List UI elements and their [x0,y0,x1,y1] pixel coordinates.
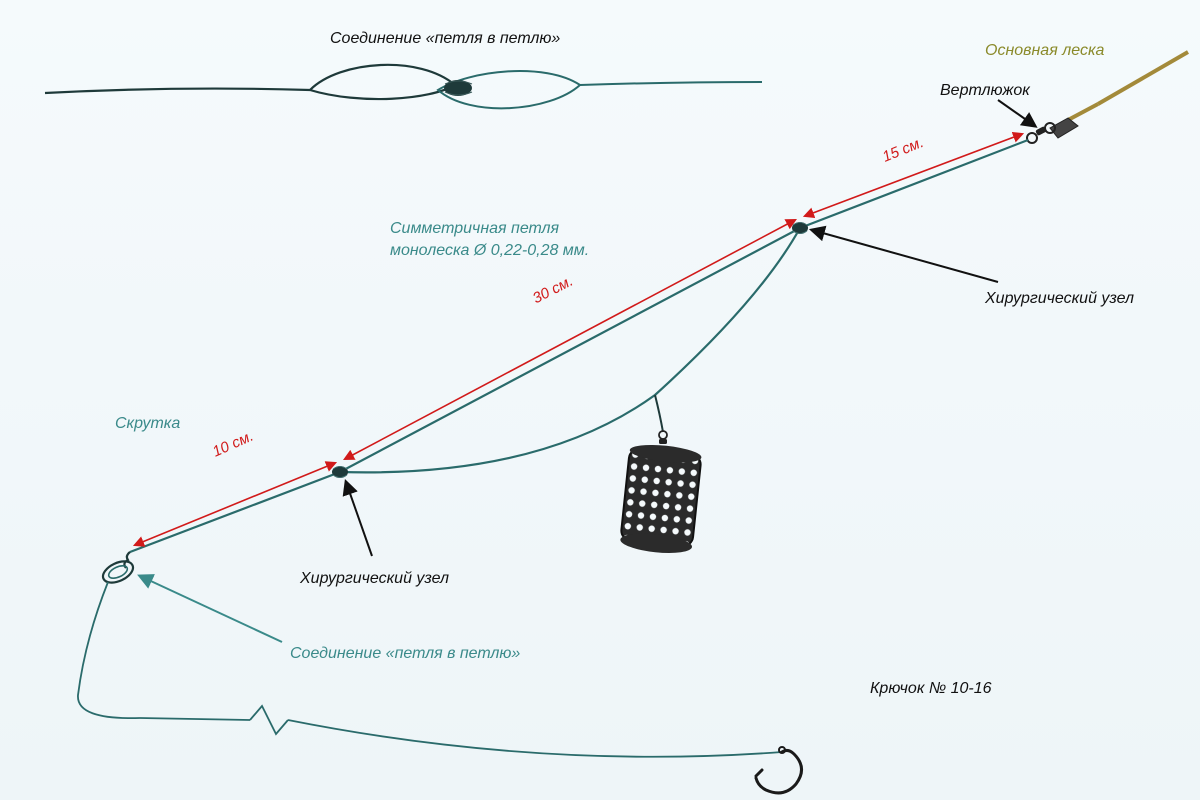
arrow-surg-top [812,230,998,282]
measurement-line [135,134,1022,545]
arrow-surg-bottom [346,482,372,556]
feeder-link [655,395,663,432]
rig-top-line [130,140,1028,552]
main-line-segment [1050,52,1188,138]
hook-leader [78,582,782,757]
arrow-swivel [998,100,1035,126]
arrow-loop-bottom [140,576,282,642]
rig-drawing [0,0,1200,800]
surgical-knot-bottom [332,466,348,478]
feeder-cage [619,442,702,556]
swivel [1027,123,1055,143]
diagram-stage: Соединение «петля в петлю» Основная леск… [0,0,1200,800]
twist-section [100,552,137,587]
knot-detail [45,65,762,108]
surgical-knot-top [792,222,808,234]
